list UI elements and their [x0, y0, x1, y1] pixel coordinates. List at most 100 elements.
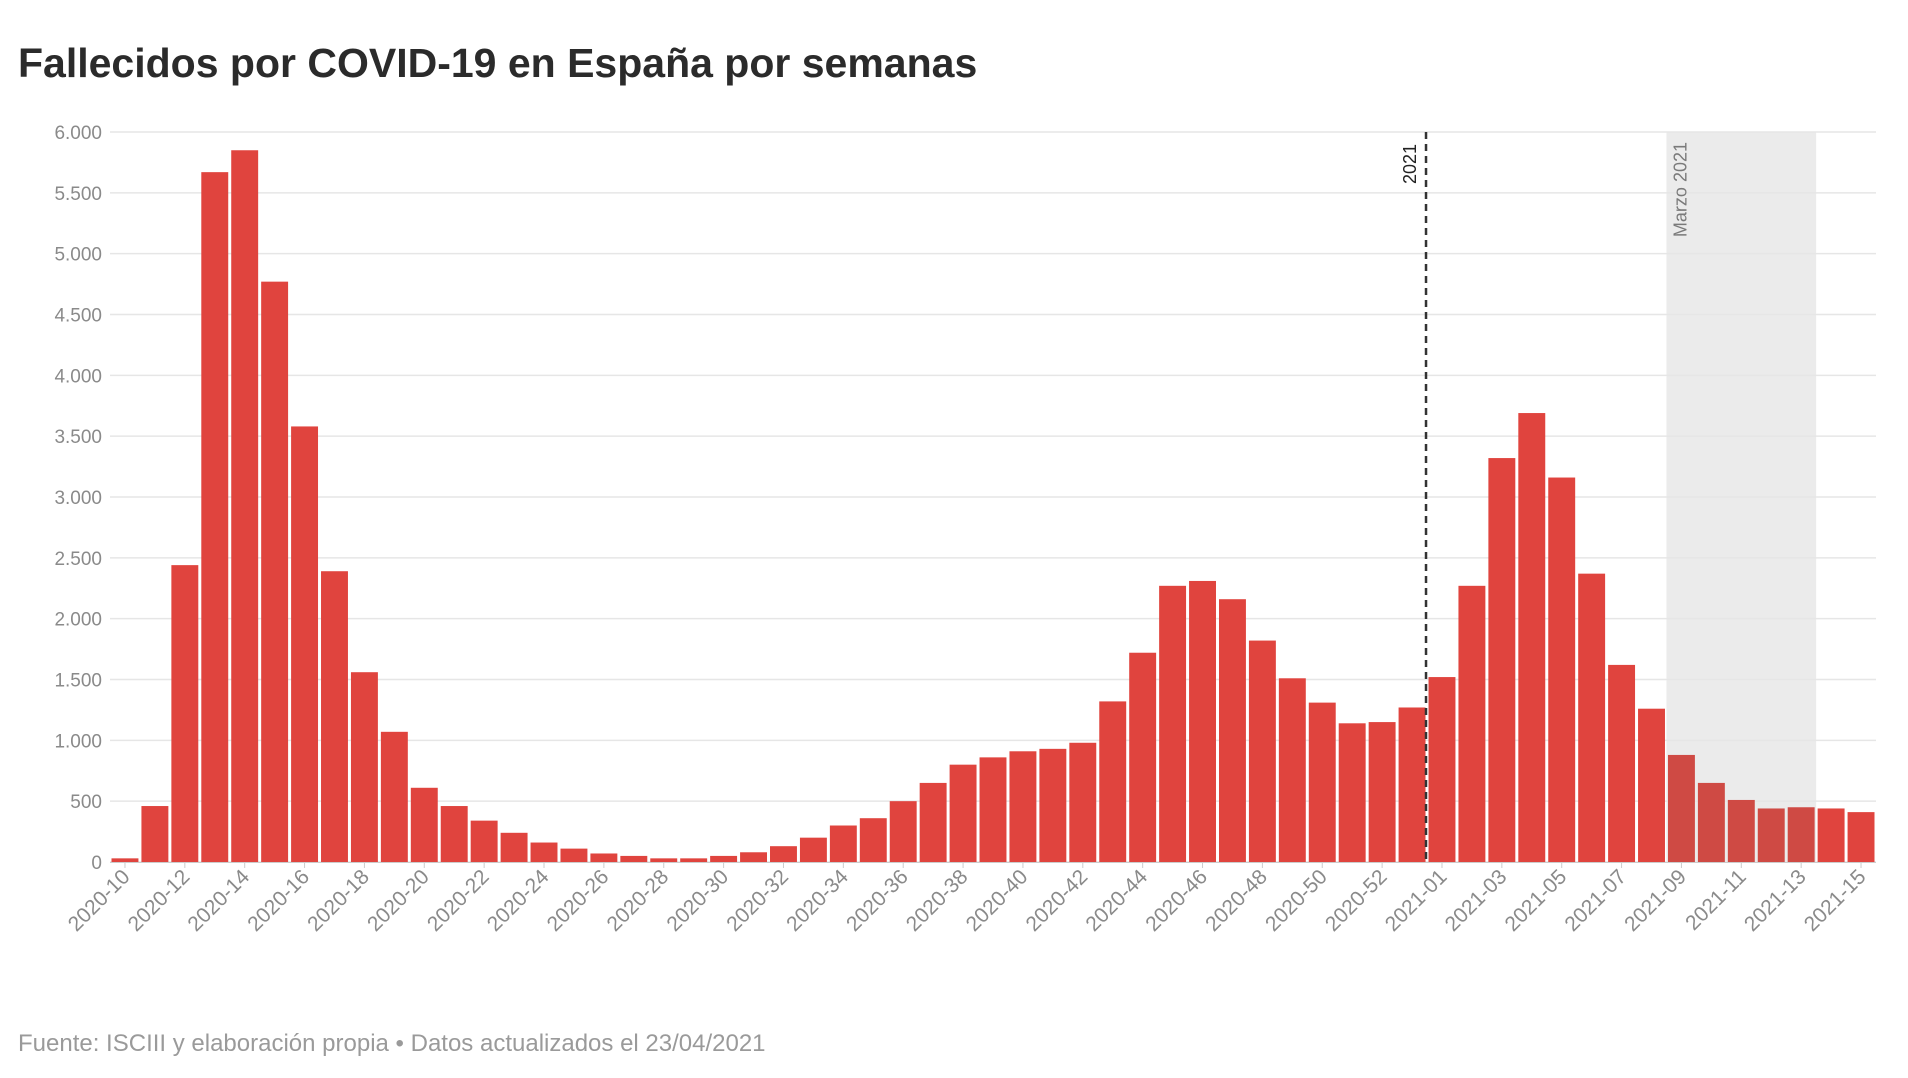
x-tick-label: 2020-20 — [363, 865, 434, 936]
bar-2021-01 — [1428, 677, 1456, 862]
x-tick-label: 2020-24 — [483, 865, 554, 936]
x-tick-label: 2020-18 — [303, 865, 374, 936]
x-tick-label: 2021-13 — [1740, 865, 1811, 936]
y-tick-label: 0 — [91, 853, 102, 874]
x-tick-label: 2021-07 — [1560, 865, 1631, 936]
x-tick-label: 2020-50 — [1261, 865, 1332, 936]
bar-2020-27 — [620, 855, 648, 862]
bar-2020-51 — [1338, 723, 1366, 862]
bar-2021-03 — [1488, 458, 1516, 862]
bar-2021-10 — [1697, 782, 1725, 862]
bar-2020-50 — [1308, 702, 1336, 862]
bar-2021-04 — [1518, 413, 1546, 862]
bar-2020-35 — [859, 818, 887, 862]
bar-2020-21 — [440, 806, 468, 862]
x-tick-label: 2020-10 — [64, 865, 135, 936]
bar-2020-37 — [919, 782, 947, 862]
source-note: Fuente: ISCIII y elaboración propia • Da… — [18, 1030, 766, 1057]
bar-2020-33 — [799, 837, 827, 862]
bar-2021-02 — [1458, 585, 1486, 862]
bar-2021-11 — [1727, 799, 1755, 862]
x-tick-label: 2020-28 — [603, 865, 674, 936]
y-tick-label: 1.000 — [54, 731, 102, 752]
bar-2020-19 — [380, 731, 408, 862]
bar-2020-52 — [1368, 722, 1396, 862]
y-tick-label: 4.500 — [54, 306, 102, 327]
y-tick-label: 4.000 — [54, 366, 102, 387]
bar-2020-23 — [500, 832, 528, 862]
bar-2020-10 — [111, 858, 139, 862]
annotation-layer: Marzo 2021 2021 — [1400, 132, 1690, 862]
bar-layer — [111, 150, 1875, 862]
bar-2020-43 — [1099, 701, 1127, 862]
bar-2020-39 — [979, 757, 1007, 862]
y-tick-label: 5.000 — [54, 245, 102, 266]
x-tick-label: 2021-15 — [1800, 865, 1871, 936]
bar-2020-45 — [1159, 585, 1187, 862]
bar-2020-41 — [1039, 748, 1067, 862]
bar-2021-09 — [1667, 754, 1695, 862]
bar-2020-28 — [650, 858, 678, 862]
bar-2020-22 — [470, 820, 498, 862]
y-tick-label: 500 — [70, 792, 102, 813]
bar-2020-14 — [231, 150, 259, 862]
x-tick-label: 2020-38 — [902, 865, 973, 936]
bar-2021-08 — [1638, 708, 1665, 862]
x-tick-label: 2020-52 — [1321, 865, 1392, 936]
x-tick-label: 2020-40 — [962, 865, 1033, 936]
bar-2020-16 — [291, 426, 319, 862]
bar-chart: 0 500 1.000 1.500 2.000 2.500 3.000 3.500 4.000 4… — [54, 123, 1876, 936]
bar-2021-05 — [1548, 477, 1576, 862]
bar-2020-24 — [530, 842, 558, 862]
bar-2020-11 — [141, 806, 169, 862]
x-axis: 2020-102020-122020-142020-162020-182020-… — [64, 862, 1876, 936]
bar-2020-40 — [1009, 751, 1037, 862]
x-tick-label: 2020-36 — [842, 865, 913, 936]
x-tick-label: 2020-16 — [243, 865, 314, 936]
bar-2021-13 — [1787, 807, 1815, 862]
y-tick-label: 1.500 — [54, 671, 102, 692]
bar-2020-31 — [740, 852, 768, 862]
x-tick-label: 2020-44 — [1081, 865, 1152, 936]
y-tick-label: 5.500 — [54, 184, 102, 205]
year-divider-label: 2021 — [1400, 144, 1420, 184]
bar-2021-06 — [1578, 573, 1606, 862]
x-tick-label: 2021-09 — [1620, 865, 1691, 936]
bar-2021-12 — [1757, 808, 1785, 862]
bar-2020-36 — [889, 801, 917, 862]
bar-2020-49 — [1278, 678, 1306, 862]
bar-2020-42 — [1069, 742, 1097, 862]
bar-2020-46 — [1189, 580, 1216, 862]
x-tick-label: 2020-26 — [543, 865, 614, 936]
x-tick-label: 2020-42 — [1022, 865, 1093, 936]
x-tick-label: 2020-48 — [1201, 865, 1272, 936]
bar-2020-13 — [201, 172, 229, 862]
x-tick-label: 2020-30 — [662, 865, 733, 936]
bar-2020-25 — [560, 848, 588, 862]
bar-2020-29 — [680, 858, 708, 862]
bar-2021-14 — [1817, 808, 1845, 862]
bar-2021-15 — [1847, 812, 1875, 862]
y-tick-label: 6.000 — [54, 123, 102, 144]
bar-2020-12 — [171, 565, 199, 862]
y-tick-label: 3.500 — [54, 427, 102, 448]
x-tick-label: 2020-14 — [183, 865, 254, 936]
bar-2020-48 — [1248, 640, 1276, 862]
bar-2020-17 — [321, 571, 348, 862]
bar-2020-53 — [1398, 707, 1426, 862]
bar-2020-26 — [590, 853, 618, 862]
bar-2020-38 — [949, 764, 977, 862]
bar-2020-34 — [829, 825, 857, 862]
x-tick-label: 2021-01 — [1381, 865, 1452, 936]
y-tick-label: 2.000 — [54, 610, 102, 631]
bar-2020-20 — [410, 787, 438, 862]
x-tick-label: 2020-34 — [782, 865, 853, 936]
bar-2020-44 — [1129, 652, 1157, 862]
x-tick-label: 2020-12 — [124, 865, 195, 936]
y-tick-label: 3.000 — [54, 488, 102, 509]
x-tick-label: 2020-32 — [722, 865, 793, 936]
x-tick-label: 2020-22 — [423, 865, 494, 936]
bar-2021-07 — [1608, 664, 1636, 862]
x-tick-label: 2021-05 — [1500, 865, 1571, 936]
bar-2020-15 — [261, 281, 289, 862]
